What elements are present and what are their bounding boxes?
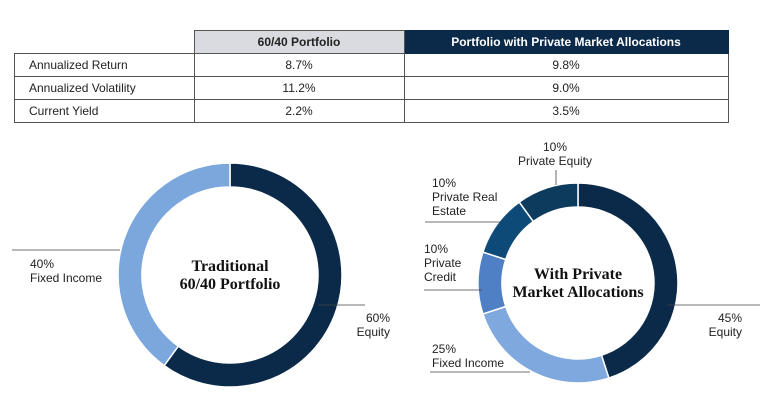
stats-table: 60/40 Portfolio Portfolio with Private M… bbox=[14, 30, 729, 123]
center-label: Market Allocations bbox=[512, 284, 643, 301]
slice-value-label: 40% bbox=[30, 257, 55, 271]
slice-category-label: Fixed Income bbox=[432, 356, 505, 370]
donut-slice bbox=[518, 182, 579, 223]
row-label: Annualized Volatility bbox=[14, 76, 195, 100]
cell: 9.8% bbox=[403, 53, 729, 77]
slice-value-label: 10% bbox=[424, 242, 449, 256]
center-label: With Private bbox=[534, 266, 622, 283]
header-cell: 60/40 Portfolio bbox=[193, 30, 405, 54]
cell: 2.2% bbox=[193, 99, 405, 123]
slice-category-label: Fixed Income bbox=[30, 271, 103, 285]
slice-category-label: Private Credit bbox=[424, 256, 462, 284]
cell: 3.5% bbox=[403, 99, 729, 123]
row-label: Current Yield bbox=[14, 99, 195, 123]
slice-value-label: 10% bbox=[432, 176, 457, 190]
center-label: Traditional bbox=[191, 258, 269, 275]
cell: 9.0% bbox=[403, 76, 729, 100]
slice-category-label: Equity bbox=[356, 325, 390, 339]
slice-category-label: Equity bbox=[708, 325, 742, 339]
slice-value-label: 45% bbox=[717, 311, 742, 325]
donut-slice bbox=[117, 162, 231, 367]
donut-slice bbox=[477, 251, 507, 315]
slice-category-label: Private Equity bbox=[517, 154, 593, 168]
slice-value-label: 10% bbox=[542, 140, 568, 154]
cell: 8.7% bbox=[193, 53, 405, 77]
center-label: 60/40 Portfolio bbox=[180, 276, 281, 293]
slice-category-label: Private Real Estate bbox=[432, 190, 498, 218]
slice-value-label: 60% bbox=[365, 311, 390, 325]
slice-value-label: 25% bbox=[432, 342, 457, 356]
donut-slice bbox=[163, 162, 343, 388]
